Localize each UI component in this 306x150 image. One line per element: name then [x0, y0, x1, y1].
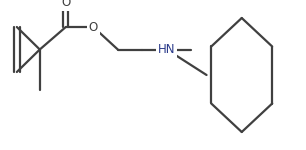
- Text: HN: HN: [158, 43, 176, 56]
- Text: O: O: [89, 21, 98, 33]
- Text: O: O: [61, 0, 70, 9]
